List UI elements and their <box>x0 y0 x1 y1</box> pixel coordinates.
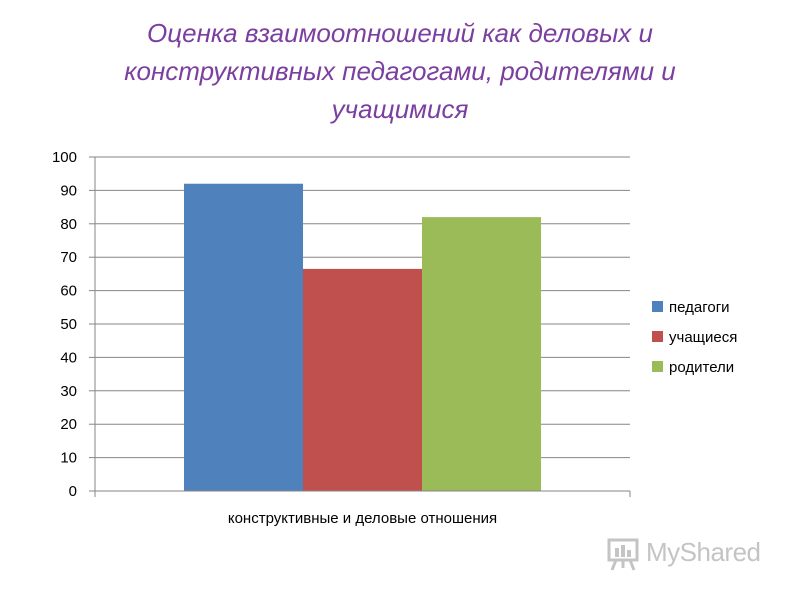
legend-label-учащиеся: учащиеся <box>669 329 737 346</box>
x-category-label: конструктивные и деловые отношения <box>228 510 497 527</box>
chart-title-line-3: учащимися <box>331 94 469 124</box>
presentation-icon <box>607 538 639 571</box>
legend: педагоги учащиеся родители <box>652 299 737 376</box>
x-axis: конструктивные и деловые отношения <box>94 490 631 527</box>
chart-title-line-1: Оценка взаимоотношений как деловых и <box>147 18 653 48</box>
y-tick-label: 80 <box>60 216 77 233</box>
y-tick-label: 90 <box>60 182 77 199</box>
legend-label-родители: родители <box>669 359 734 376</box>
y-tick-label: 10 <box>60 450 77 467</box>
watermark-text: MyShared <box>646 537 761 567</box>
legend-swatch-учащиеся <box>652 331 663 342</box>
y-tick-label: 60 <box>60 283 77 300</box>
y-tick-label: 100 <box>52 149 77 166</box>
bars <box>184 183 541 491</box>
legend-swatch-педагоги <box>652 301 663 312</box>
legend-swatch-родители <box>652 361 663 372</box>
bar-родители <box>422 217 541 491</box>
y-tick-label: 0 <box>69 483 77 500</box>
bar-педагоги <box>184 183 303 491</box>
y-tick-label: 20 <box>60 416 77 433</box>
bar-учащиеся <box>303 268 422 491</box>
y-tick-label: 40 <box>60 349 77 366</box>
y-tick-label: 70 <box>60 249 77 266</box>
watermark: MyShared <box>606 534 786 574</box>
y-axis: 0 10 20 30 40 50 60 70 80 90 100 <box>52 149 96 500</box>
legend-label-педагоги: педагоги <box>669 299 730 316</box>
chart-title-line-2: конструктивных педагогами, родителями и <box>124 56 676 86</box>
y-tick-label: 50 <box>60 316 77 333</box>
y-tick-label: 30 <box>60 383 77 400</box>
chart-title: Оценка взаимоотношений как деловых и кон… <box>60 14 740 128</box>
